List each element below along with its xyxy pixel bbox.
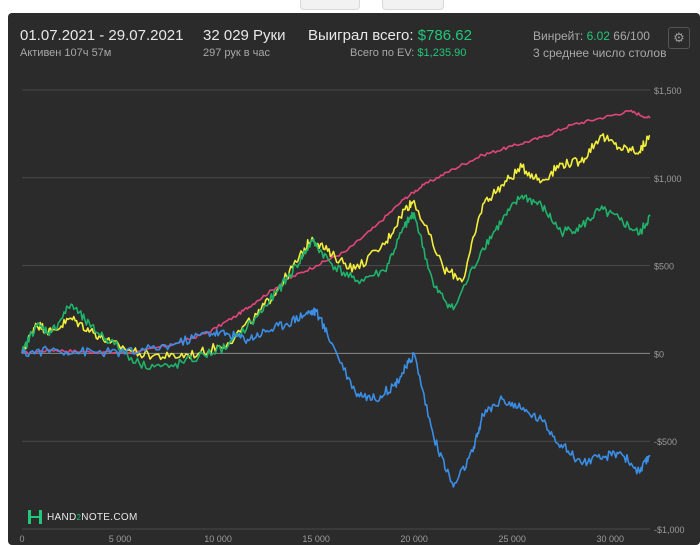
y-tick-label: $500 bbox=[654, 262, 674, 272]
won-label: Выиграл всего: bbox=[308, 27, 414, 44]
settings-button[interactable]: ⚙ bbox=[668, 27, 690, 49]
x-tick-label: 0 bbox=[19, 534, 24, 544]
winrate-label: Винрейт: bbox=[533, 29, 584, 43]
y-tick-label: -$500 bbox=[654, 437, 677, 447]
tab-edge-right[interactable] bbox=[382, 0, 444, 10]
series-line-4 bbox=[21, 307, 651, 488]
ev-value: $1,235.90 bbox=[417, 47, 467, 59]
x-tick-label: 10 000 bbox=[204, 534, 232, 544]
ev-total: Всего по EV: $1,235.90 bbox=[350, 47, 466, 59]
gear-icon: ⚙ bbox=[673, 30, 685, 45]
y-tick-label: $1,000 bbox=[654, 174, 682, 184]
won-value: $786.62 bbox=[417, 27, 472, 44]
x-tick-label: 20 000 bbox=[400, 534, 428, 544]
x-tick-label: 15 000 bbox=[302, 534, 330, 544]
x-tick-label: 25 000 bbox=[498, 534, 526, 544]
hands-count: 32 029 Руки bbox=[203, 27, 286, 44]
series-line-1 bbox=[21, 109, 651, 355]
x-tick-label: 30 000 bbox=[596, 534, 624, 544]
winrate-suffix: 66/100 bbox=[613, 29, 650, 43]
y-tick-label: -$1,000 bbox=[654, 525, 685, 535]
winrate: Винрейт: 6.02 66/100 bbox=[533, 29, 650, 43]
series-line-2 bbox=[21, 133, 651, 361]
y-tick-label: $0 bbox=[654, 349, 664, 359]
hand2note-logo: HAND2NOTE.COM bbox=[28, 509, 138, 525]
hands-per-hour: 297 рук в час bbox=[203, 47, 271, 59]
series-line-3 bbox=[21, 194, 651, 370]
date-range: 01.07.2021 - 29.07.2021 bbox=[20, 27, 184, 44]
ev-label: Всего по EV: bbox=[350, 47, 415, 59]
logo-text: HAND2NOTE.COM bbox=[47, 511, 138, 523]
y-tick-label: $1,500 bbox=[654, 86, 682, 96]
tab-edge-left[interactable] bbox=[300, 0, 360, 10]
avg-tables: 3 среднее число столов bbox=[533, 46, 667, 60]
logo-icon bbox=[28, 510, 42, 524]
x-tick-label: 5 000 bbox=[109, 534, 132, 544]
active-time: Активен 107ч 57м bbox=[20, 47, 112, 59]
won-total: Выиграл всего: $786.62 bbox=[308, 27, 472, 44]
winrate-value: 6.02 bbox=[586, 29, 610, 43]
